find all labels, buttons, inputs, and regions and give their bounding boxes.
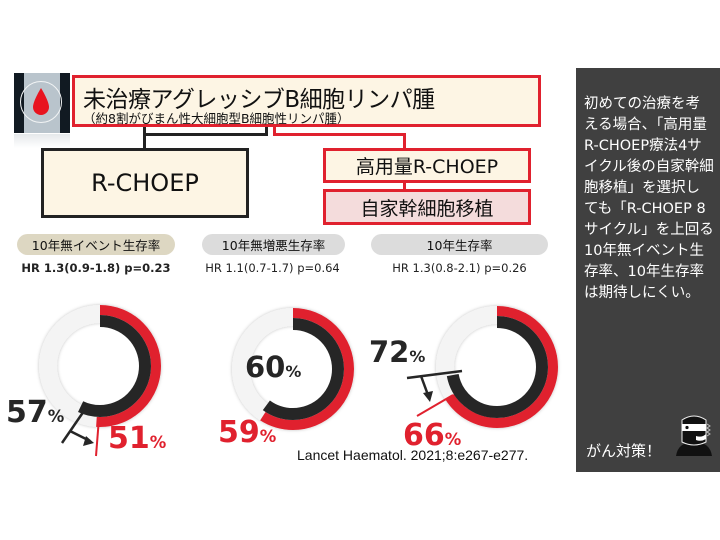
value-number: 72 xyxy=(369,335,410,369)
connector-standard-h xyxy=(143,133,268,136)
percent-sign: % xyxy=(444,430,462,449)
donut-os xyxy=(436,306,558,428)
pfs-highdose-value: 59% xyxy=(218,418,276,448)
arm-high-dose-label: 高用量R-CHOEP xyxy=(355,156,499,178)
page-title: 未治療アグレッシブB細胞リンパ腫 xyxy=(83,87,435,113)
donut-charts xyxy=(39,305,558,457)
donut-pfs xyxy=(232,308,354,430)
endpoint-label: 10年無増悪生存率 xyxy=(221,238,326,253)
summary-panel: 初めての治療を考える場合、「高用量R-CHOEP療法4サイクル後の自家幹細胞移植… xyxy=(576,68,720,472)
citation: Lancet Haematol. 2021;8:e267-e277. xyxy=(297,447,529,463)
blood-drop-icon xyxy=(14,73,70,133)
disease-title-box: 未治療アグレッシブB細胞リンパ腫 （約8割がびまん性大細胞型B細胞性リンパ腫） xyxy=(72,75,541,127)
endpoint-label: 10年無イベント生存率 xyxy=(31,238,161,253)
arm-transplant: 自家幹細胞移植 xyxy=(323,189,531,225)
efs-highdose-value: 51% xyxy=(108,424,166,454)
icon-reflection xyxy=(14,134,70,148)
percent-sign: % xyxy=(259,427,277,446)
value-number: 59 xyxy=(218,415,260,450)
connector-standard xyxy=(143,127,146,148)
arm-transplant-label: 自家幹細胞移植 xyxy=(360,197,494,220)
percent-sign: % xyxy=(47,407,65,426)
value-number: 66 xyxy=(403,418,445,453)
panel-footer: がん対策！ xyxy=(586,442,662,460)
connector-highdose xyxy=(403,133,406,148)
endpoint-pill-efs: 10年無イベント生存率 xyxy=(17,234,175,255)
hazard-ratio-os: HR 1.3(0.8-2.1) p=0.26 xyxy=(392,261,527,275)
arm-r-choep: R-CHOEP xyxy=(41,148,249,218)
os-standard-value: 72% xyxy=(369,338,425,367)
percent-sign: % xyxy=(149,433,167,452)
percent-sign: % xyxy=(285,362,302,381)
arm-high-dose: 高用量R-CHOEP xyxy=(323,148,531,183)
connector-highdose-v xyxy=(273,127,276,136)
percent-sign: % xyxy=(409,347,426,366)
connector-standard-v xyxy=(265,127,268,136)
donut-efs xyxy=(39,305,161,427)
value-number: 51 xyxy=(108,421,150,456)
page-subtitle: （約8割がびまん性大細胞型B細胞性リンパ腫） xyxy=(83,111,350,126)
hazard-ratio-efs: HR 1.3(0.9-1.8) p=0.23 xyxy=(21,261,171,275)
masked-ninja-icon xyxy=(676,415,712,456)
connector-transplant xyxy=(403,183,406,189)
hazard-ratio-pfs: HR 1.1(0.7-1.7) p=0.64 xyxy=(205,261,340,275)
endpoint-pill-pfs: 10年無増悪生存率 xyxy=(202,234,345,255)
value-number: 60 xyxy=(245,350,286,384)
summary-text: 初めての治療を考える場合、「高用量R-CHOEP療法4サイクル後の自家幹細胞移植… xyxy=(584,96,714,301)
endpoint-pill-os: 10年生存率 xyxy=(371,234,548,255)
connector-highdose-h xyxy=(273,133,405,136)
value-number: 57 xyxy=(6,395,48,430)
os-highdose-value: 66% xyxy=(403,421,461,451)
arm-r-choep-label: R-CHOEP xyxy=(91,169,199,197)
pfs-standard-value: 60% xyxy=(245,353,301,382)
efs-standard-value: 57% xyxy=(6,398,64,428)
endpoint-label: 10年生存率 xyxy=(426,238,493,253)
